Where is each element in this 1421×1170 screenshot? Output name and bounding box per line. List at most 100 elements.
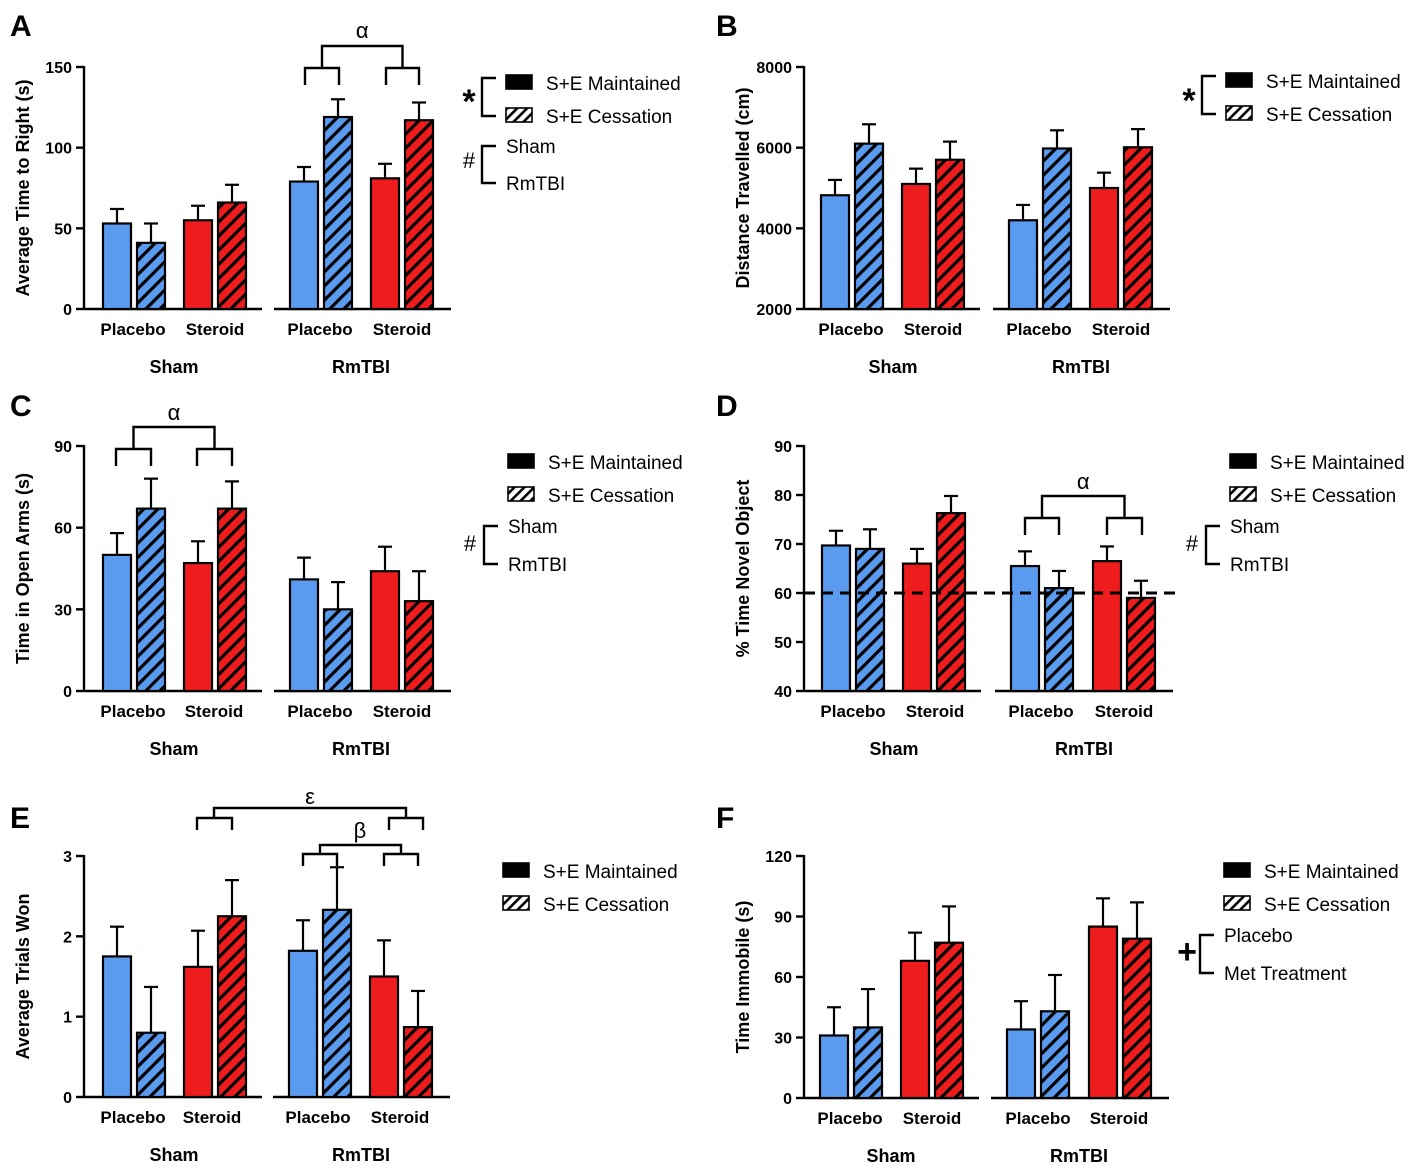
x-category-label: Steroid — [373, 320, 432, 339]
y-axis-label: Time Immobile (s) — [733, 901, 753, 1054]
y-tick-label: 90 — [774, 910, 792, 927]
x-category-label: Placebo — [1008, 702, 1073, 721]
bar-steroid-cessation — [1122, 146, 1154, 311]
y-tick-label: 50 — [774, 635, 792, 652]
panel-letter: B — [716, 10, 738, 43]
y-tick-label: 150 — [45, 60, 72, 77]
legend-effect-bracket — [480, 76, 496, 118]
legend-hatched-swatch — [507, 486, 535, 502]
significance-symbol: α — [168, 400, 181, 425]
x-group-label: RmTBI — [1055, 739, 1113, 759]
bar-placebo-cessation — [1041, 147, 1073, 311]
bar-placebo-cessation — [321, 908, 353, 1099]
bar-steroid-cessation — [216, 201, 248, 311]
bar-steroid-cessation — [1121, 937, 1153, 1100]
effect-label: Sham — [508, 517, 558, 538]
x-category-label: Steroid — [904, 320, 963, 339]
legend-effects-b: * — [1182, 74, 1216, 120]
y-axis-label: Time in Open Arms (s) — [13, 473, 33, 664]
y-tick-label: 120 — [765, 849, 792, 866]
bar-placebo-cessation — [135, 241, 167, 311]
bar-placebo-maintained — [101, 553, 133, 693]
legend-label: S+E Maintained — [543, 862, 678, 883]
effect-label: Sham — [1230, 517, 1280, 538]
legend-hatched-swatch — [505, 107, 533, 123]
legend-label: S+E Cessation — [1266, 105, 1392, 126]
sig-brackets-e: εβ — [195, 784, 425, 866]
bar-placebo-maintained — [1007, 219, 1039, 311]
bracket-main — [320, 44, 404, 68]
legend-f: S+E Maintained S+E Cessation — [1223, 862, 1399, 916]
legend-hatched-swatch — [502, 895, 530, 911]
bar-placebo-maintained — [287, 949, 319, 1099]
bar-steroid-cessation — [933, 941, 965, 1100]
effect-symbol: + — [1177, 933, 1197, 971]
panel-a: A 0 50 100 150 Average Time to Right (s) Place… — [10, 10, 451, 377]
bar-steroid-cessation — [216, 915, 248, 1099]
sig-brackets-a: α — [303, 18, 421, 85]
y-tick-label: 3 — [63, 849, 72, 866]
x-group-label: RmTBI — [1052, 357, 1110, 377]
y-tick-label: 100 — [45, 141, 72, 158]
effect-label: RmTBI — [508, 555, 567, 576]
legend-effect-bracket — [1200, 74, 1216, 116]
x-category-label: Steroid — [183, 1108, 242, 1127]
x-category-label: Placebo — [287, 702, 352, 721]
significance-symbol: α — [356, 18, 369, 43]
x-category-label: Steroid — [906, 702, 965, 721]
legend-label: S+E Cessation — [548, 486, 674, 507]
legend-solid-swatch — [1223, 862, 1251, 878]
bar-steroid-maintained — [369, 177, 401, 311]
y-tick-label: 0 — [63, 1090, 72, 1107]
bar-steroid-cessation — [402, 1026, 434, 1099]
bracket-main — [132, 425, 216, 449]
effect-label: Placebo — [1224, 926, 1293, 947]
legend-label: S+E Cessation — [1264, 895, 1390, 916]
legend-label: S+E Maintained — [1264, 862, 1399, 883]
significance-symbol: ε — [305, 784, 315, 809]
legend-solid-swatch — [502, 862, 530, 878]
effect-symbol: * — [1182, 82, 1196, 120]
x-category-label: Steroid — [373, 702, 432, 721]
y-tick-label: 60 — [54, 521, 72, 538]
legend-effects-d: # Sham RmTBI — [1186, 517, 1289, 576]
bar-steroid-maintained — [182, 561, 214, 693]
effect-symbol: * — [462, 83, 476, 121]
x-group-label: Sham — [869, 739, 918, 759]
bracket-pair — [382, 852, 420, 866]
bar-placebo-maintained — [1005, 1028, 1037, 1100]
legend-effects-a: * # Sham RmTBI — [462, 76, 565, 195]
bar-steroid-maintained — [1087, 925, 1119, 1100]
bracket-pair — [195, 816, 234, 830]
x-group-label: Sham — [149, 739, 198, 759]
panel-f: F 0 30 60 90 120 Time Immobile (s) Placebo Stero… — [716, 802, 1169, 1166]
legend-label: S+E Maintained — [1266, 72, 1401, 93]
x-group-label: RmTBI — [332, 357, 390, 377]
legend-label: S+E Maintained — [546, 74, 681, 95]
bracket-pair — [387, 816, 425, 830]
panel-c: C 0 30 60 90 Time in Open Arms (s) Placebo Ster… — [10, 390, 451, 759]
bar-steroid-cessation — [935, 512, 967, 693]
y-tick-label: 4000 — [756, 221, 792, 238]
bar-steroid-cessation — [216, 507, 248, 693]
x-group-label: Sham — [868, 357, 917, 377]
y-tick-label: 0 — [783, 1091, 792, 1108]
y-axis-label: Average Time to Right (s) — [13, 79, 33, 296]
x-category-label: Placebo — [1006, 320, 1071, 339]
bar-steroid-cessation — [403, 119, 435, 311]
bar-placebo-maintained — [818, 1034, 850, 1100]
legend-a: S+E Maintained S+E Cessation — [505, 74, 681, 128]
bar-steroid-cessation — [1125, 596, 1157, 693]
panel-letter: F — [716, 802, 734, 835]
x-category-label: Placebo — [285, 1108, 350, 1127]
legend-b: S+E Maintained S+E Cessation — [1225, 72, 1401, 126]
bar-steroid-maintained — [901, 562, 933, 693]
y-tick-label: 60 — [774, 970, 792, 987]
effect-symbol: # — [464, 531, 477, 556]
x-category-label: Steroid — [903, 1109, 962, 1128]
legend-solid-swatch — [1229, 453, 1257, 469]
legend-c: S+E Maintained S+E Cessation — [507, 453, 683, 507]
x-group-label: RmTBI — [332, 1145, 390, 1165]
x-category-label: Steroid — [371, 1108, 430, 1127]
legend-label: S+E Maintained — [1270, 453, 1405, 474]
